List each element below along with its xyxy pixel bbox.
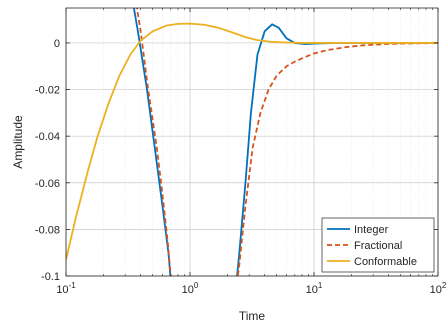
y-tick-label: -0.04 — [35, 131, 60, 143]
x-tick-exponent: 1 — [318, 281, 323, 290]
x-tick-label: 100 — [182, 281, 199, 296]
x-tick-label: 102 — [430, 281, 447, 296]
x-tick-label: 10-1 — [56, 281, 76, 296]
x-tick-base: 10 — [182, 284, 194, 296]
x-tick-exponent: 0 — [194, 281, 199, 290]
legend: Integer Fractional Conformable — [321, 217, 435, 273]
x-tick-base: 10 — [430, 284, 442, 296]
ticks — [65, 8, 439, 277]
series-group — [66, 8, 438, 276]
y-tick-label: -0.08 — [35, 224, 60, 236]
plot-frame — [65, 7, 439, 277]
x-tick-label: 101 — [306, 281, 323, 296]
series-line-integer — [132, 8, 438, 276]
legend-box — [321, 217, 435, 273]
legend-entry: Integer — [354, 224, 389, 236]
y-tick-label: -0.1 — [41, 271, 60, 283]
series-line-fractional — [135, 8, 438, 276]
x-tick-base: 10 — [56, 284, 68, 296]
legend-entry: Fractional — [354, 240, 402, 252]
y-axis-label: Amplitude — [11, 115, 25, 169]
x-tick-base: 10 — [306, 284, 318, 296]
legend-entry: Conformable — [354, 256, 417, 268]
y-tick-label: -0.02 — [35, 85, 60, 97]
x-tick-exponent: 2 — [442, 281, 447, 290]
series-line-conformable — [66, 22, 438, 260]
x-axis-label: Time — [239, 309, 266, 323]
y-tick-label: 0 — [54, 38, 60, 50]
y-tick-label: -0.06 — [35, 178, 60, 190]
x-tick-exponent: -1 — [69, 281, 77, 290]
